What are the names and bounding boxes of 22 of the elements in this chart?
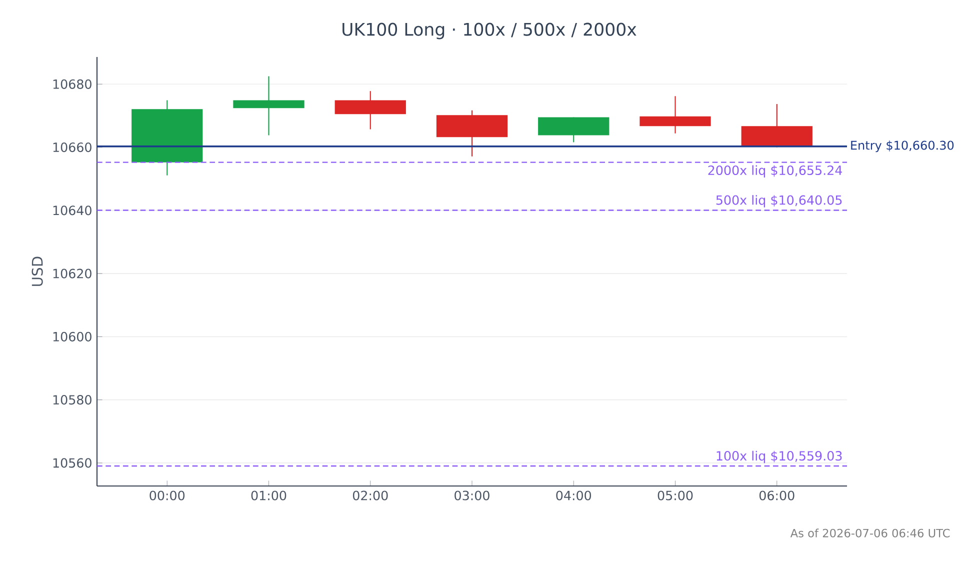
y-tick-label: 10600 xyxy=(53,332,92,342)
chart-title: UK100 Long · 100x / 500x / 2000x xyxy=(342,22,636,40)
x-tick-label: 01:00 xyxy=(251,490,286,500)
x-tick-label: 00:00 xyxy=(150,490,185,500)
y-tick-label: 10580 xyxy=(53,395,92,405)
x-tick-label: 03:00 xyxy=(454,490,490,500)
x-tick-label: 05:00 xyxy=(658,490,693,500)
x-tick-label: 04:00 xyxy=(556,490,592,500)
ref-line-label: 500x liq $10,640.05 xyxy=(716,195,842,208)
ref-line-label: Entry $10,660.30 xyxy=(851,140,954,152)
y-axis-title: USD xyxy=(32,256,43,286)
x-tick-label: 06:00 xyxy=(759,490,794,500)
y-tick-label: 10620 xyxy=(53,268,92,278)
ref-line-label: 2000x liq $10,655.24 xyxy=(708,165,842,178)
ref-line-label: 100x liq $10,559.03 xyxy=(716,450,842,464)
candlestick xyxy=(233,76,304,136)
x-tick-label: 02:00 xyxy=(352,490,388,500)
y-tick-label: 10560 xyxy=(53,458,92,468)
text: As of 2026-07-06 06:46 UTC xyxy=(790,528,950,538)
y-tick-label: 10640 xyxy=(53,206,92,216)
y-tick-label: 10680 xyxy=(53,79,92,89)
y-tick-label: 10660 xyxy=(53,142,92,152)
